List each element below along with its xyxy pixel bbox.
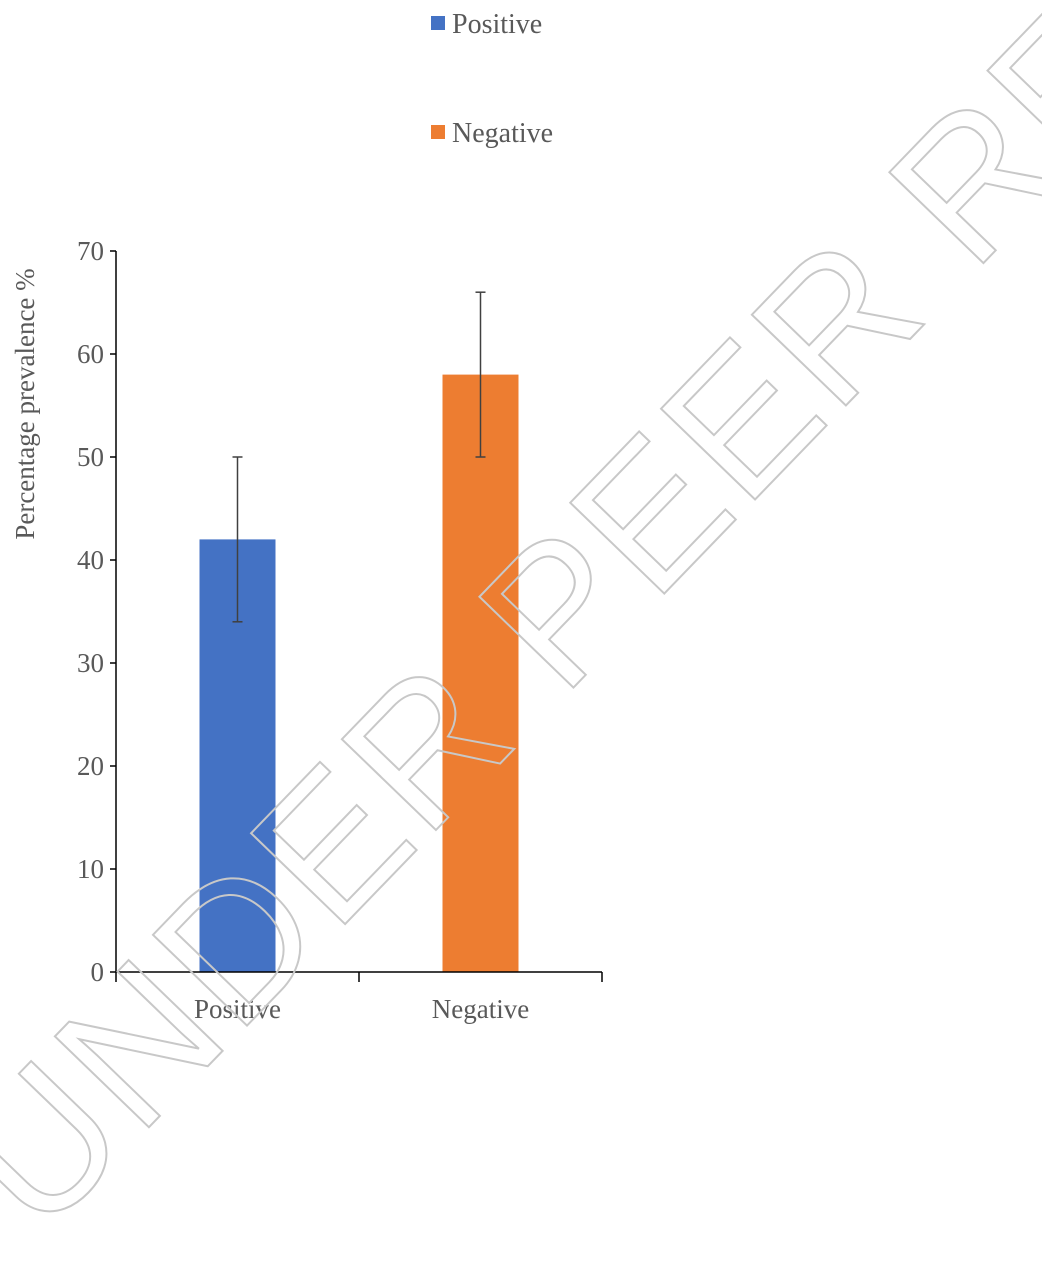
axes-layer: Positive Negative 0 10 20 30 40 50 60 70 (77, 236, 603, 1024)
legend: Positive Negative (431, 9, 553, 149)
bar-negative (442, 374, 519, 973)
y-tick-label-0: 0 (91, 957, 105, 987)
y-axis-title: Percentage prevalence % (10, 268, 40, 539)
y-tick-label-10: 10 (77, 854, 104, 884)
error-bar-negative (475, 291, 486, 458)
legend-label-negative: Negative (452, 118, 553, 149)
y-tick-label-20: 20 (77, 751, 104, 781)
y-tick-label-50: 50 (77, 442, 104, 472)
x-tick-label-negative: Negative (432, 994, 529, 1024)
error-bar-positive (232, 456, 243, 623)
y-tick-label-60: 60 (77, 339, 104, 369)
y-tick-label-70: 70 (77, 236, 104, 266)
legend-swatch-negative (431, 125, 445, 139)
y-tick-label-30: 30 (77, 648, 104, 678)
legend-swatch-positive (431, 16, 445, 30)
y-tick-label-40: 40 (77, 545, 104, 575)
x-tick-label-positive: Positive (194, 994, 281, 1024)
error-bars-layer (232, 291, 486, 623)
legend-label-positive: Positive (452, 9, 542, 40)
